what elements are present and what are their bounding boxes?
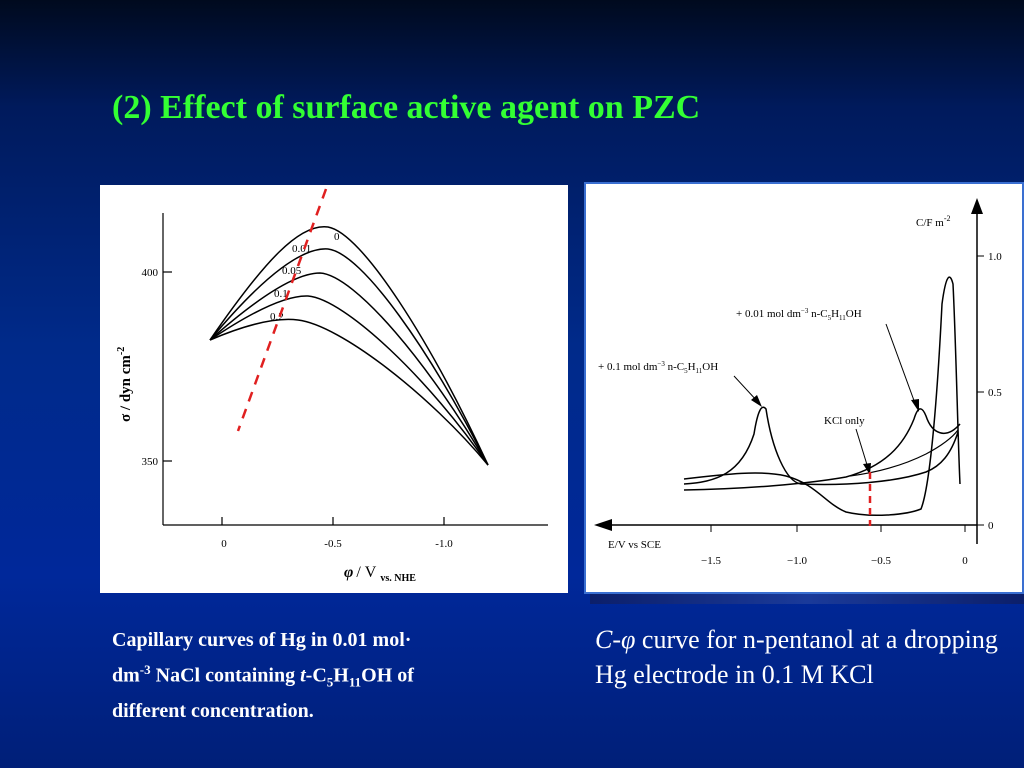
capillary-curve-02 — [209, 318, 489, 466]
annotation-arrow — [855, 428, 869, 469]
pzc-dashed-line — [236, 188, 328, 432]
right-y-tick-label: 1.0 — [988, 251, 1002, 263]
right-y-tick-label: 0 — [988, 520, 994, 532]
panel-shadow-stripe — [590, 594, 1024, 604]
left-x-tick-label: 0 — [221, 538, 227, 550]
curve-label: 0.01 — [292, 243, 311, 255]
capillary-curve-005 — [209, 272, 489, 466]
annotation-arrowhead — [911, 399, 919, 412]
annotation-001-mol: + 0.01 mol dm−3 n-C5H11OH — [736, 307, 862, 322]
right-y-axis-label: C/F m-2 — [916, 214, 951, 229]
curve-kcl-only — [683, 276, 961, 516]
curve-return-branch — [849, 429, 959, 477]
curve-label: 0 — [334, 231, 340, 243]
capacitance-curves-plot: 1.0 0.5 0 −1.5 −1.0 −0.5 0 C/F m-2 E/V v… — [594, 198, 1002, 567]
annotation-arrow — [885, 323, 917, 407]
capillary-curve-0 — [209, 226, 489, 466]
capacitance-curves-figure: 1.0 0.5 0 −1.5 −1.0 −0.5 0 C/F m-2 E/V v… — [584, 182, 1024, 594]
right-x-tick-label: −1.5 — [701, 555, 721, 567]
left-y-tick-label: 400 — [142, 267, 159, 279]
left-figure-caption: Capillary curves of Hg in 0.01 mol· dm-3… — [112, 629, 414, 722]
capillary-curve-001 — [209, 248, 489, 466]
right-x-tick-label: 0 — [962, 555, 968, 567]
annotation-arrowhead — [751, 395, 762, 407]
curve-001-mol — [683, 408, 961, 491]
slide-title: (2) Effect of surface active agent on PZ… — [112, 89, 701, 126]
curve-label: 0.1 — [274, 288, 288, 300]
curve-01-mol — [683, 406, 959, 486]
annotation-kcl-only: KCl only — [824, 415, 865, 427]
annotation-01-mol: + 0.1 mol dm−3 n-C5H11OH — [598, 360, 718, 375]
left-x-tick-label: -1.0 — [435, 538, 453, 550]
right-y-tick-label: 0.5 — [988, 387, 1002, 399]
curve-label: 0.05 — [282, 265, 302, 277]
left-x-tick-label: -0.5 — [324, 538, 342, 550]
right-x-axis-arrow — [594, 519, 612, 531]
right-x-tick-label: −1.0 — [787, 555, 807, 567]
left-y-tick-label: 350 — [142, 456, 159, 468]
right-x-axis-label: E/V vs SCE — [608, 539, 661, 551]
right-x-tick-label: −0.5 — [871, 555, 891, 567]
left-y-axis-label: σ / dyn cm-2 — [116, 347, 134, 422]
capillary-curve-01 — [209, 295, 489, 466]
right-y-axis-arrow — [971, 198, 983, 214]
right-figure-caption: C-φ curve for n-pentanol at a dropping H… — [595, 625, 998, 689]
